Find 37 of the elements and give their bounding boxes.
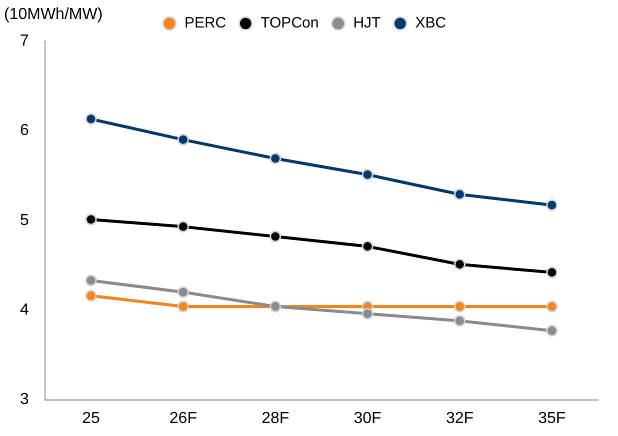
point bbox=[177, 286, 189, 298]
point bbox=[454, 300, 466, 312]
y-tick-label: 5 bbox=[20, 212, 29, 229]
y-tick-label: 4 bbox=[20, 302, 29, 319]
y-axis-title: (10MWh/MW) bbox=[4, 6, 103, 24]
point bbox=[546, 300, 558, 312]
point bbox=[362, 168, 374, 180]
x-tick-label: 25 bbox=[82, 410, 100, 427]
point bbox=[454, 258, 466, 270]
legend-label: PERC bbox=[184, 14, 226, 32]
point bbox=[270, 230, 282, 242]
y-tick-label: 6 bbox=[20, 122, 29, 140]
point bbox=[177, 134, 189, 146]
point bbox=[546, 199, 558, 211]
point bbox=[177, 300, 189, 312]
legend-label: XBC bbox=[415, 14, 446, 32]
y-tick-label: 3 bbox=[20, 391, 29, 408]
point bbox=[546, 266, 558, 278]
x-tick-label: 32F bbox=[446, 410, 474, 427]
legend-label: TOPCon bbox=[260, 14, 319, 32]
point bbox=[85, 290, 97, 302]
point bbox=[85, 113, 97, 125]
x-tick-label: 28F bbox=[262, 410, 290, 427]
x-tick-label: 30F bbox=[354, 410, 382, 427]
point bbox=[270, 152, 282, 164]
point bbox=[177, 220, 189, 232]
point bbox=[85, 274, 97, 286]
legend-label: HJT bbox=[353, 14, 381, 32]
point bbox=[362, 240, 374, 252]
x-tick-label: 26F bbox=[169, 410, 198, 427]
y-tick-label: 7 bbox=[20, 32, 29, 50]
point bbox=[546, 324, 558, 336]
point bbox=[362, 308, 374, 320]
x-tick-label: 35F bbox=[538, 410, 566, 427]
point bbox=[454, 188, 466, 200]
point bbox=[454, 315, 466, 327]
point bbox=[85, 214, 97, 226]
